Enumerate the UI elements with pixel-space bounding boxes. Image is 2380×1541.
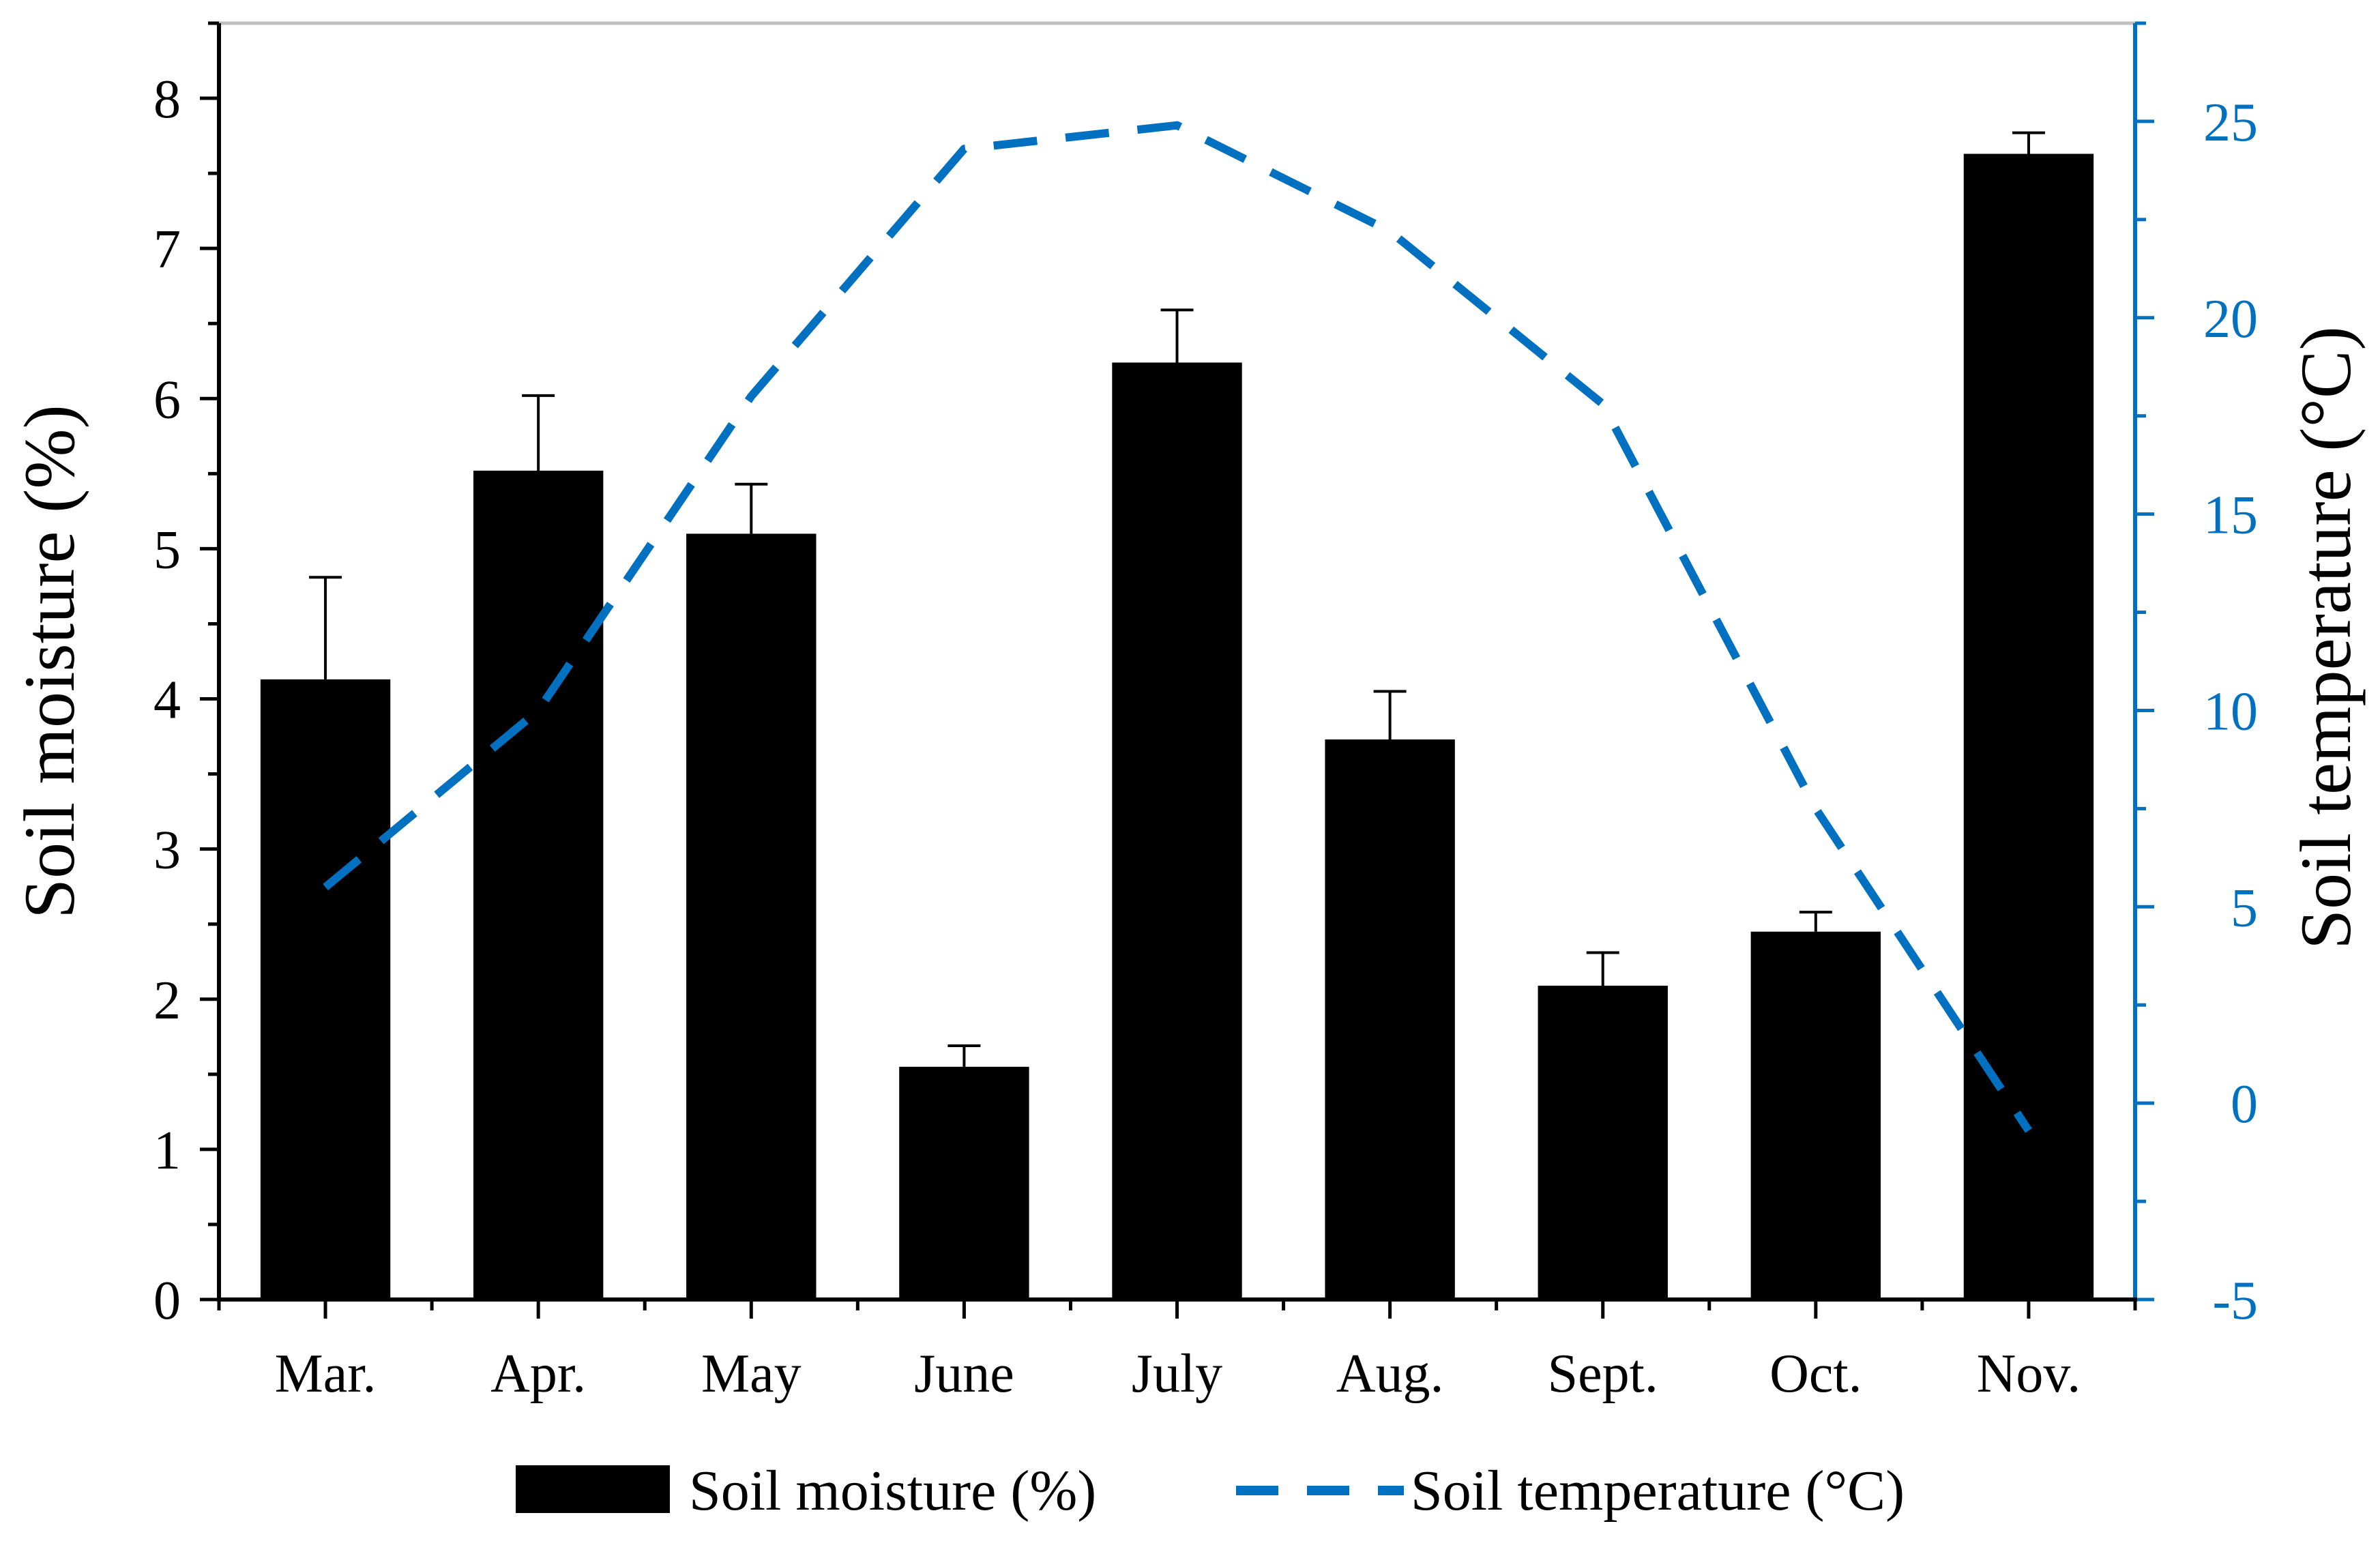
bar-mar bbox=[260, 679, 391, 1300]
left-tick-label: 5 bbox=[153, 520, 181, 580]
line-series-soil-temperature bbox=[323, 121, 2032, 1133]
legend: Soil moisture (%) Soil temperature (°C) bbox=[516, 1459, 1905, 1523]
right-y-axis: -5 0 5 10 15 20 25 bbox=[2133, 21, 2258, 1331]
left-y-axis: 0 1 2 3 4 5 6 7 8 bbox=[153, 21, 221, 1331]
x-tick-label: Nov. bbox=[1977, 1344, 2081, 1404]
right-tick-label: 5 bbox=[2231, 878, 2258, 938]
bar-oct bbox=[1750, 931, 1881, 1300]
left-tick-label: 6 bbox=[153, 370, 181, 430]
x-tick-label: Oct. bbox=[1769, 1344, 1862, 1404]
bar-apr bbox=[473, 470, 604, 1300]
right-tick-label: 25 bbox=[2203, 93, 2258, 153]
x-tick-label: July bbox=[1132, 1344, 1222, 1404]
x-tick-label: June bbox=[914, 1344, 1014, 1404]
right-tick-label: -5 bbox=[2212, 1271, 2258, 1331]
bar-series-soil-moisture bbox=[260, 153, 2094, 1300]
left-tick-label: 8 bbox=[153, 70, 181, 130]
soil-temperature-line bbox=[323, 121, 2032, 1133]
right-tick-label: 20 bbox=[2203, 289, 2258, 349]
bar-june bbox=[899, 1066, 1029, 1300]
left-tick-label: 0 bbox=[153, 1271, 181, 1331]
left-axis-title: Soil moisture (%) bbox=[10, 405, 89, 919]
bar-may bbox=[686, 533, 817, 1300]
bar-aug bbox=[1325, 739, 1455, 1300]
bar-july bbox=[1112, 362, 1242, 1300]
right-tick-label: 10 bbox=[2203, 681, 2258, 742]
left-tick-label: 1 bbox=[153, 1121, 181, 1181]
legend-label-soil-temperature: Soil temperature (°C) bbox=[1411, 1459, 1905, 1523]
left-tick-label: 3 bbox=[153, 821, 181, 881]
x-tick-label: Sept. bbox=[1548, 1344, 1658, 1404]
legend-swatch-soil-moisture bbox=[516, 1465, 670, 1513]
bar-nov bbox=[1963, 153, 2094, 1300]
bar-sept bbox=[1538, 985, 1668, 1300]
legend-label-soil-moisture: Soil moisture (%) bbox=[689, 1459, 1096, 1523]
left-tick-label: 7 bbox=[153, 220, 181, 280]
error-bars bbox=[309, 131, 2045, 1067]
left-tick-label: 2 bbox=[153, 971, 181, 1031]
x-tick-label: Aug. bbox=[1336, 1344, 1444, 1404]
left-tick-label: 4 bbox=[153, 671, 181, 731]
x-axis: Mar. Apr. May June July Aug. Sept. Oct. Nov. bbox=[217, 1297, 2137, 1404]
x-tick-label: Mar. bbox=[275, 1344, 377, 1404]
right-tick-label: 0 bbox=[2231, 1074, 2258, 1134]
right-tick-label: 15 bbox=[2203, 486, 2258, 546]
x-tick-label: May bbox=[701, 1344, 802, 1404]
right-axis-title: Soil temperature (°C) bbox=[2286, 326, 2366, 950]
x-tick-label: Apr. bbox=[490, 1344, 586, 1404]
